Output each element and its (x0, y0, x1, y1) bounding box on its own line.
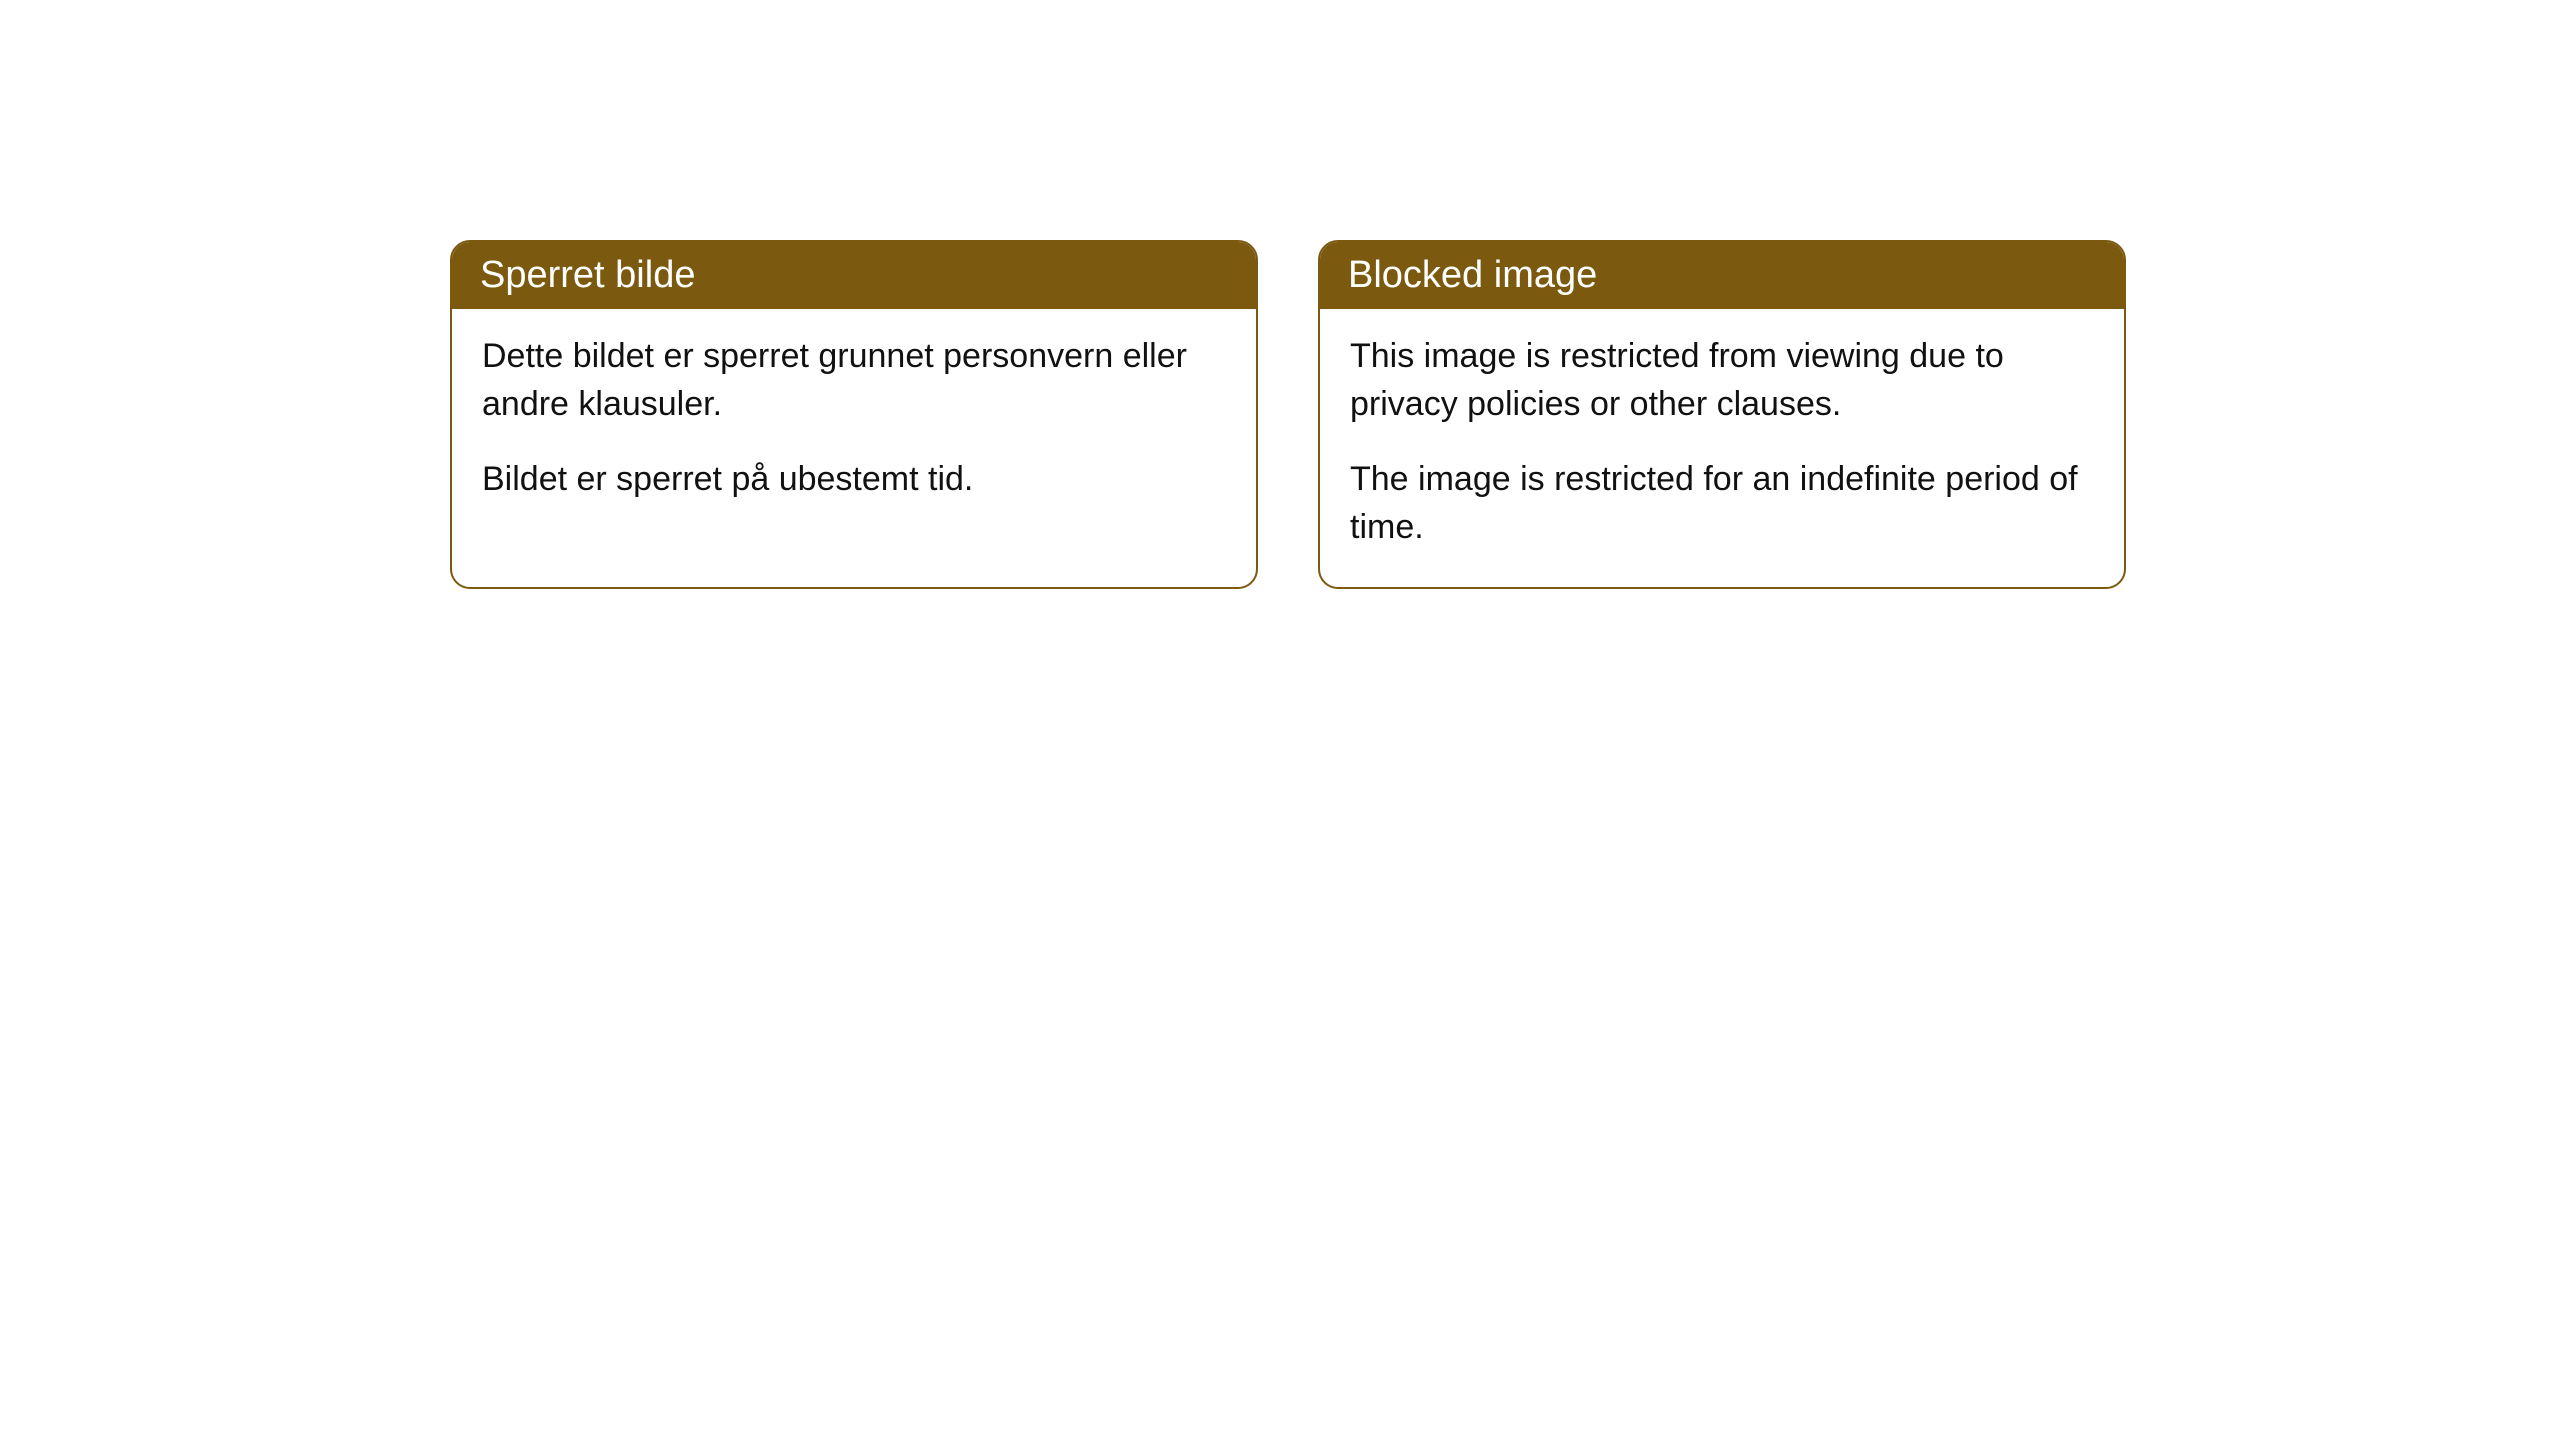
card-paragraph1-en: This image is restricted from viewing du… (1350, 333, 2094, 428)
card-paragraph2-en: The image is restricted for an indefinit… (1350, 456, 2094, 551)
card-body-en: This image is restricted from viewing du… (1320, 309, 2124, 587)
card-title-no: Sperret bilde (480, 254, 695, 296)
card-title-en: Blocked image (1348, 254, 1597, 296)
card-paragraph1-no: Dette bildet er sperret grunnet personve… (482, 333, 1226, 428)
card-paragraph2-no: Bildet er sperret på ubestemt tid. (482, 456, 1226, 504)
blocked-image-card-en: Blocked image This image is restricted f… (1318, 240, 2126, 589)
notice-cards-container: Sperret bilde Dette bildet er sperret gr… (450, 240, 2126, 589)
blocked-image-card-no: Sperret bilde Dette bildet er sperret gr… (450, 240, 1258, 589)
card-header-no: Sperret bilde (452, 242, 1256, 309)
card-header-en: Blocked image (1320, 242, 2124, 309)
card-body-no: Dette bildet er sperret grunnet personve… (452, 309, 1256, 540)
